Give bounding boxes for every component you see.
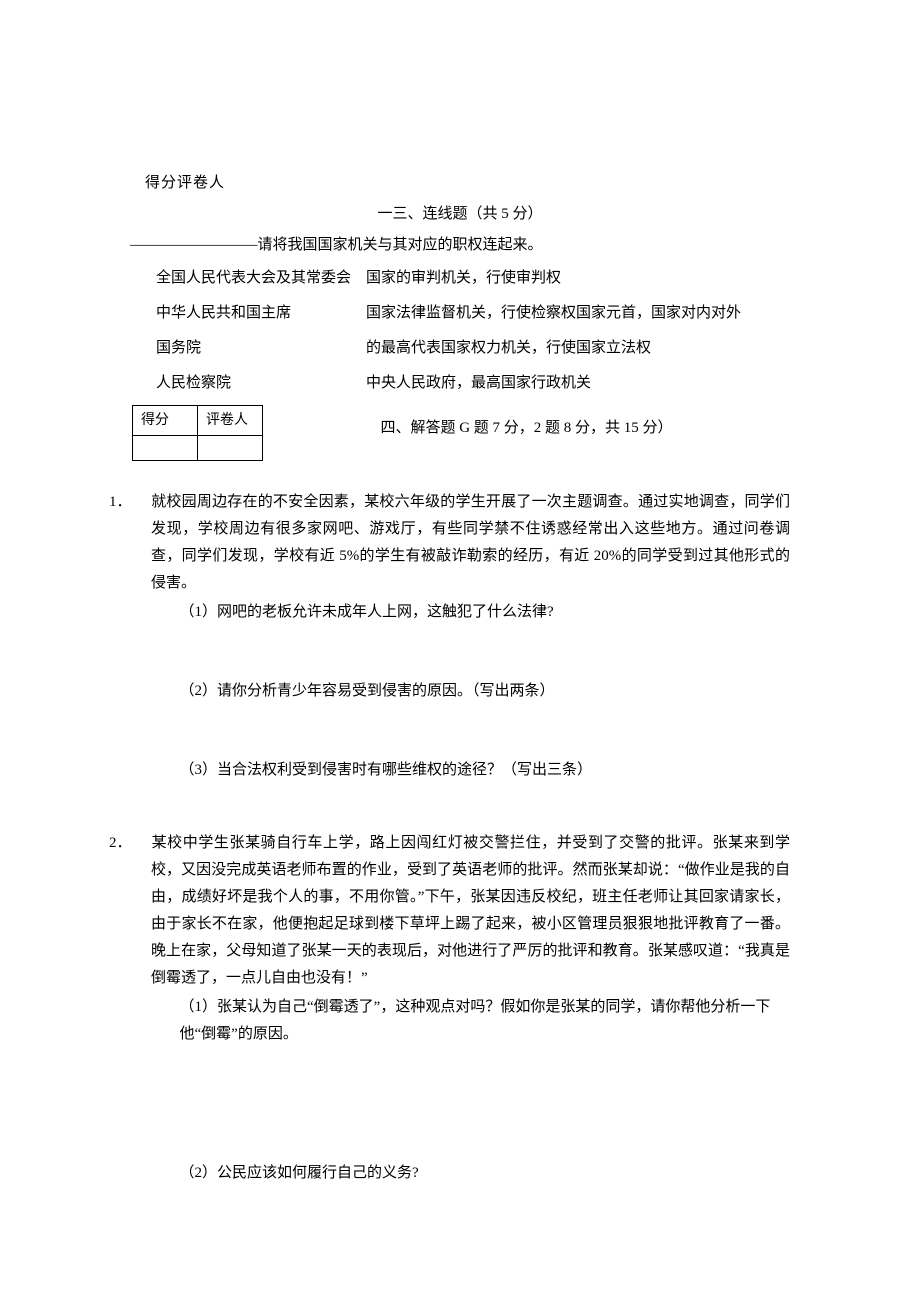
dash-prefix: –––––––––––––––––: [130, 237, 258, 253]
section4-title: 四、解答题 G 题 7 分，2 题 8 分，共 15 分）: [263, 405, 790, 442]
match-right-item: 国家的审判机关，行使审判权: [366, 265, 790, 292]
q1-sub3: （3）当合法权利受到侵害时有哪些维权的途径？（写出三条）: [180, 757, 791, 784]
q2-sub2: （2）公民应该如何履行自己的义务?: [180, 1160, 791, 1187]
question-1: 1．就校园周边存在的不安全因素，某校六年级的学生开展了一次主题调查。通过实地调查…: [130, 489, 790, 784]
section4-header-row: 得分 评卷人 四、解答题 G 题 7 分，2 题 8 分，共 15 分）: [130, 405, 790, 461]
q1-sub2: （2）请你分析青少年容易受到侵害的原因。（写出两条）: [180, 678, 791, 705]
score-box-grader-cell: [198, 436, 263, 461]
match-right-item: 中央人民政府，最高国家行政机关: [366, 370, 790, 397]
answer-space: [130, 1048, 790, 1158]
score-box-score-label: 得分: [133, 406, 198, 436]
match-left-item: 人民检察院: [156, 370, 366, 397]
match-row: 全国人民代表大会及其常委会 国家的审判机关，行使审判权: [156, 265, 790, 292]
match-row: 人民检察院 中央人民政府，最高国家行政机关: [156, 370, 790, 397]
match-right-item: 的最高代表国家权力机关，行使国家立法权: [366, 335, 790, 362]
match-right-item: 国家法律监督机关，行使检察权国家元首，国家对内对外: [366, 300, 790, 327]
q1-number: 1．: [130, 489, 151, 516]
q2-sub1: （1）张某认为自己“倒霉透了”，这种观点对吗？假如你是张某的同学，请你帮他分析一…: [180, 994, 791, 1048]
score-box-score-cell: [133, 436, 198, 461]
section3-score-label: 得分评卷人: [145, 170, 225, 197]
q2-body-text: 某校中学生张某骑自行车上学，路上因闯红灯被交警拦住，并受到了交警的批评。张某来到…: [151, 835, 790, 986]
q1-sub1: （1）网吧的老板允许未成年人上网，这触犯了什么法律?: [180, 599, 791, 626]
answer-space: [130, 705, 790, 755]
question-2: 2．某校中学生张某骑自行车上学，路上因闯红灯被交警拦住，并受到了交警的批评。张某…: [130, 830, 790, 1187]
score-box-grader-label: 评卷人: [198, 406, 263, 436]
match-row: 国务院 的最高代表国家权力机关，行使国家立法权: [156, 335, 790, 362]
section3-title: 一三、连线题（共 5 分）: [130, 201, 790, 228]
q2-body: 2．某校中学生张某骑自行车上学，路上因闯红灯被交警拦住，并受到了交警的批评。张某…: [130, 830, 790, 992]
section3-score-line: 得分评卷人: [130, 170, 790, 197]
section3-instruction-line: –––––––––––––––––请将我国国家机关与其对应的职权连起来。: [130, 232, 790, 259]
answer-space: [130, 626, 790, 676]
q1-body: 1．就校园周边存在的不安全因素，某校六年级的学生开展了一次主题调查。通过实地调查…: [130, 489, 790, 597]
match-left-item: 全国人民代表大会及其常委会: [156, 265, 366, 292]
matching-block: 全国人民代表大会及其常委会 国家的审判机关，行使审判权 中华人民共和国主席 国家…: [156, 265, 790, 397]
match-left-item: 国务院: [156, 335, 366, 362]
score-box-table: 得分 评卷人: [132, 405, 263, 461]
q1-body-text: 就校园周边存在的不安全因素，某校六年级的学生开展了一次主题调查。通过实地调查，同…: [151, 494, 790, 591]
q2-number: 2．: [130, 830, 151, 857]
table-row: 得分 评卷人: [133, 406, 263, 436]
match-row: 中华人民共和国主席 国家法律监督机关，行使检察权国家元首，国家对内对外: [156, 300, 790, 327]
match-left-item: 中华人民共和国主席: [156, 300, 366, 327]
section3-instruction: 请将我国国家机关与其对应的职权连起来。: [258, 237, 543, 253]
table-row: [133, 436, 263, 461]
